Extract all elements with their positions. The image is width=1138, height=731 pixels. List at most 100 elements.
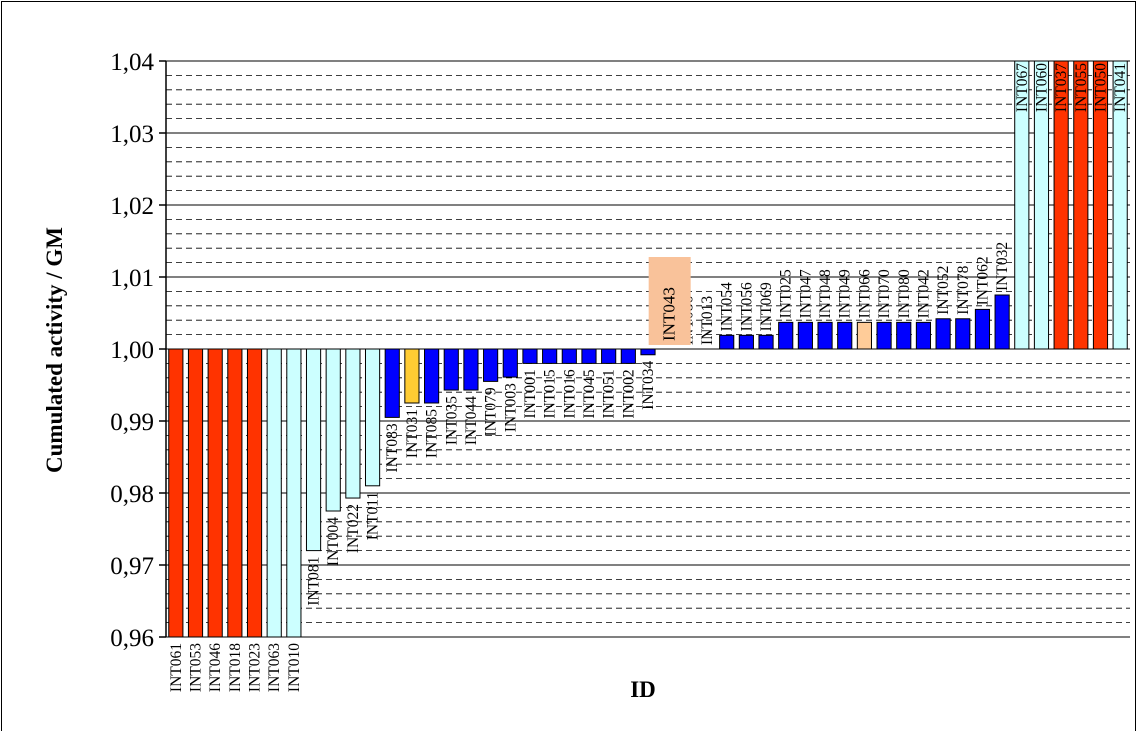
bar-int066 [856,321,872,350]
bar-label-int035: INT035 [443,396,460,445]
bar-label-int048: INT048 [817,269,834,318]
bar-label-int042: INT042 [915,269,932,318]
bar-int025 [778,321,794,350]
bar-int054 [719,334,735,350]
bar-label-int046: INT046 [207,643,224,692]
y-tick-label: 0,96 [110,625,154,652]
bar-int011 [364,348,381,487]
bar-labels: INT061 INT053 INT046 INT018 INT023 INT063 INT0… [168,63,1129,692]
bar-label-int054: INT054 [719,282,736,331]
bar-label-int044: INT044 [463,396,480,445]
bar-label-int032: INT032 [994,242,1011,291]
highlight-group: INT043 [648,257,691,345]
bar-int056 [738,334,754,350]
bar-int048 [817,321,833,350]
bar-label-int002: INT002 [620,369,637,418]
bar-label-int060: INT060 [1033,63,1050,112]
bar-label-int011: INT011 [365,492,382,541]
bar-int070 [876,321,892,350]
bar-label-int010: INT010 [286,643,303,692]
bar-int053 [187,348,204,638]
y-axis-title: Cumulated activity / GM [42,227,67,473]
bar-int069 [758,334,774,350]
bar-label-int050: INT050 [1092,63,1109,112]
bar-int031 [404,348,420,404]
y-tick-label: 1,02 [110,193,154,220]
bar-int051 [601,348,617,364]
bar-int052 [935,318,951,350]
bar-label-int063: INT063 [266,643,283,692]
bar-int078 [955,318,971,350]
bar-int062 [974,308,991,350]
bar-int080 [896,321,912,350]
bar-label-int022: INT022 [345,504,362,553]
y-tick-label: 1,04 [110,49,154,76]
bar-int016 [561,348,577,364]
bar-label-int061: INT061 [168,643,185,692]
bar-label-int047: INT047 [797,269,814,318]
bar-int047 [797,321,813,350]
bar-label-int052: INT052 [935,266,952,315]
bar-label-int037: INT037 [1053,63,1070,112]
bar-label-int085: INT085 [424,409,441,458]
bar-int023 [246,348,263,638]
bar-label-int031: INT031 [404,409,421,458]
bar-int003 [502,348,518,378]
bar-int055 [1073,60,1089,350]
bar-int042 [915,321,932,350]
bar-int045 [581,348,597,364]
y-tick-label: 0,97 [110,553,154,580]
bar-label-int015: INT015 [542,369,559,418]
y-tick-label: 1,03 [110,121,154,148]
bar-label-int041: INT041 [1112,63,1129,112]
bar-int061 [168,348,184,638]
x-axis-title: ID [630,677,656,702]
bar-int067 [1014,60,1030,350]
bar-label-int055: INT055 [1073,63,1090,112]
bar-label-int018: INT018 [227,643,244,692]
y-tick-label: 1,01 [110,265,154,292]
bar-int060 [1033,60,1050,350]
bar-label-int053: INT053 [188,643,205,692]
bar-int044 [463,348,479,391]
bar-int049 [837,321,853,350]
bar-label-int083: INT083 [384,423,401,472]
bar-int037 [1053,60,1069,350]
bars [168,60,1128,638]
bar-int032 [994,294,1010,350]
bar-int050 [1092,60,1109,350]
bar-label-int056: INT056 [738,282,755,331]
bar-int018 [227,348,243,638]
highlight-box [648,257,691,345]
bar-label-int066: INT066 [856,269,873,318]
bar-label-int045: INT045 [581,369,598,418]
bar-label-int081: INT081 [306,557,323,606]
bar-label-int003: INT003 [502,383,519,432]
bar-label-int016: INT016 [561,369,578,418]
bar-int079 [483,348,499,382]
bar-label-int025: INT025 [778,269,795,318]
bar-label-int049: INT049 [837,269,854,318]
y-tick-label: 0,99 [110,409,154,436]
bar-label-int080: INT080 [896,269,913,318]
bar-int004 [325,348,341,512]
bar-label-int001: INT001 [522,369,539,418]
bar-int063 [266,348,282,638]
bar-label-int023: INT023 [247,643,264,692]
bar-int010 [286,348,302,638]
bar-label-int043: INT043 [660,287,679,341]
bar-label-int078: INT078 [955,265,972,314]
bar-int035 [443,348,459,391]
bar-label-int079: INT079 [483,387,500,436]
bar-label-int004: INT004 [325,517,342,566]
bar-int041 [1112,60,1128,350]
bar-label-int034: INT034 [640,361,657,410]
bar-int034 [640,348,656,356]
y-tick-label: 1,00 [110,337,154,364]
bar-label-int069: INT069 [758,282,775,331]
bar-label-int062: INT062 [974,256,991,305]
